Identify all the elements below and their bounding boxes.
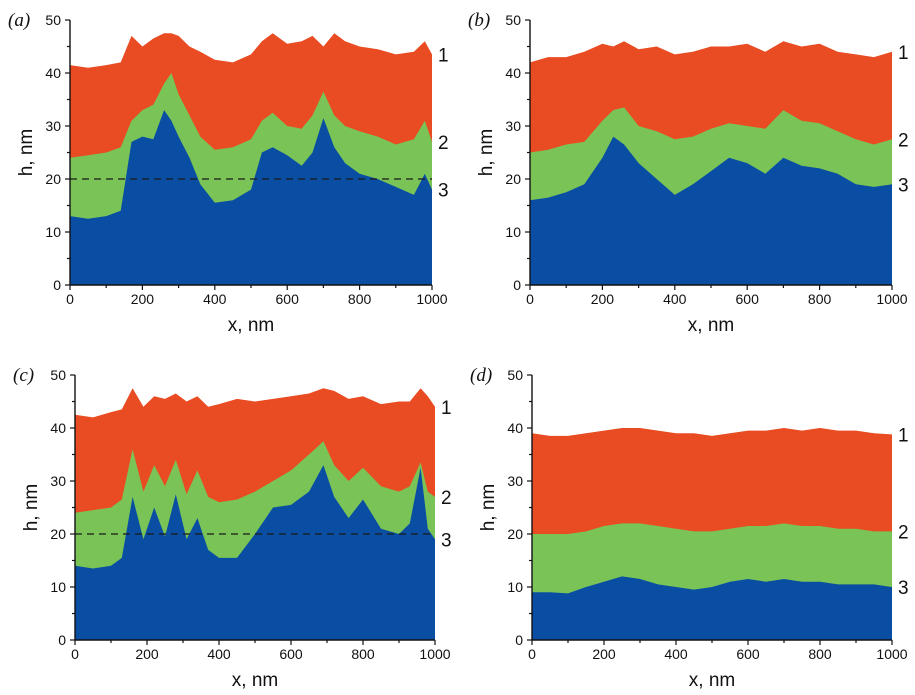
y-tick-label: 30 xyxy=(45,118,61,134)
y-tick-label: 20 xyxy=(507,526,523,542)
y-tick-label: 40 xyxy=(45,65,61,81)
series-label-1: 1 xyxy=(898,43,909,64)
panel-label: (a) xyxy=(8,10,30,31)
series-area-3 xyxy=(530,136,892,285)
x-tick-label: 1000 xyxy=(876,291,907,307)
x-tick-label: 600 xyxy=(736,291,760,307)
y-tick-label: 20 xyxy=(45,171,61,187)
x-axis-title: x, nm xyxy=(688,315,734,336)
x-tick-label: 800 xyxy=(351,646,375,662)
series-area-3 xyxy=(75,465,435,640)
y-tick-label: 50 xyxy=(507,367,523,383)
y-tick-label: 10 xyxy=(45,224,61,240)
x-tick-label: 0 xyxy=(71,646,79,662)
x-tick-label: 200 xyxy=(592,646,616,662)
y-tick-label: 10 xyxy=(50,579,66,595)
x-axis-title: x, nm xyxy=(228,315,274,336)
x-tick-label: 1000 xyxy=(419,646,450,662)
x-tick-label: 200 xyxy=(591,291,615,307)
panel-label: (c) xyxy=(13,365,34,386)
panel-label: (b) xyxy=(468,10,490,31)
y-tick-label: 20 xyxy=(505,171,521,187)
y-tick-label: 0 xyxy=(513,277,521,293)
x-tick-label: 800 xyxy=(808,291,832,307)
series-label-2: 2 xyxy=(438,133,449,154)
x-tick-label: 1000 xyxy=(416,291,447,307)
y-tick-label: 0 xyxy=(515,632,523,648)
y-axis-title: h, nm xyxy=(476,129,497,177)
y-tick-label: 20 xyxy=(50,526,66,542)
x-tick-label: 0 xyxy=(66,291,74,307)
y-tick-label: 40 xyxy=(50,420,66,436)
y-tick-label: 0 xyxy=(58,632,66,648)
x-axis-title: x, nm xyxy=(689,670,735,691)
y-tick-label: 40 xyxy=(507,420,523,436)
y-tick-label: 10 xyxy=(507,579,523,595)
x-tick-label: 400 xyxy=(664,646,688,662)
y-tick-label: 30 xyxy=(507,473,523,489)
y-axis-title: h, nm xyxy=(478,484,499,532)
series-label-3: 3 xyxy=(898,175,909,196)
x-tick-label: 400 xyxy=(203,291,227,307)
x-tick-label: 400 xyxy=(663,291,687,307)
series-area-3 xyxy=(70,110,432,285)
y-tick-label: 50 xyxy=(505,12,521,28)
y-tick-label: 0 xyxy=(53,277,61,293)
series-label-3: 3 xyxy=(441,530,452,551)
x-tick-label: 400 xyxy=(207,646,231,662)
y-axis-title: h, nm xyxy=(21,484,42,532)
series-label-1: 1 xyxy=(441,398,452,419)
y-tick-label: 30 xyxy=(50,473,66,489)
x-tick-label: 800 xyxy=(808,646,832,662)
x-tick-label: 0 xyxy=(528,646,536,662)
x-tick-label: 200 xyxy=(131,291,155,307)
y-axis-title: h, nm xyxy=(16,129,37,177)
x-tick-label: 600 xyxy=(276,291,300,307)
x-tick-label: 200 xyxy=(135,646,159,662)
series-label-3: 3 xyxy=(898,578,909,599)
x-tick-label: 1000 xyxy=(876,646,907,662)
series-label-2: 2 xyxy=(898,130,909,151)
panel-label: (d) xyxy=(470,365,492,386)
y-tick-label: 10 xyxy=(505,224,521,240)
x-axis-title: x, nm xyxy=(232,670,278,691)
y-tick-label: 50 xyxy=(50,367,66,383)
x-tick-label: 800 xyxy=(348,291,372,307)
y-tick-label: 30 xyxy=(505,118,521,134)
x-tick-label: 600 xyxy=(279,646,303,662)
series-label-3: 3 xyxy=(438,181,449,202)
series-label-2: 2 xyxy=(898,522,909,543)
y-tick-label: 40 xyxy=(505,65,521,81)
x-tick-label: 0 xyxy=(526,291,534,307)
series-label-1: 1 xyxy=(438,45,449,66)
series-label-2: 2 xyxy=(441,488,452,509)
series-area-3 xyxy=(532,576,892,640)
x-tick-label: 600 xyxy=(736,646,760,662)
y-tick-label: 50 xyxy=(45,12,61,28)
series-label-1: 1 xyxy=(898,425,909,446)
